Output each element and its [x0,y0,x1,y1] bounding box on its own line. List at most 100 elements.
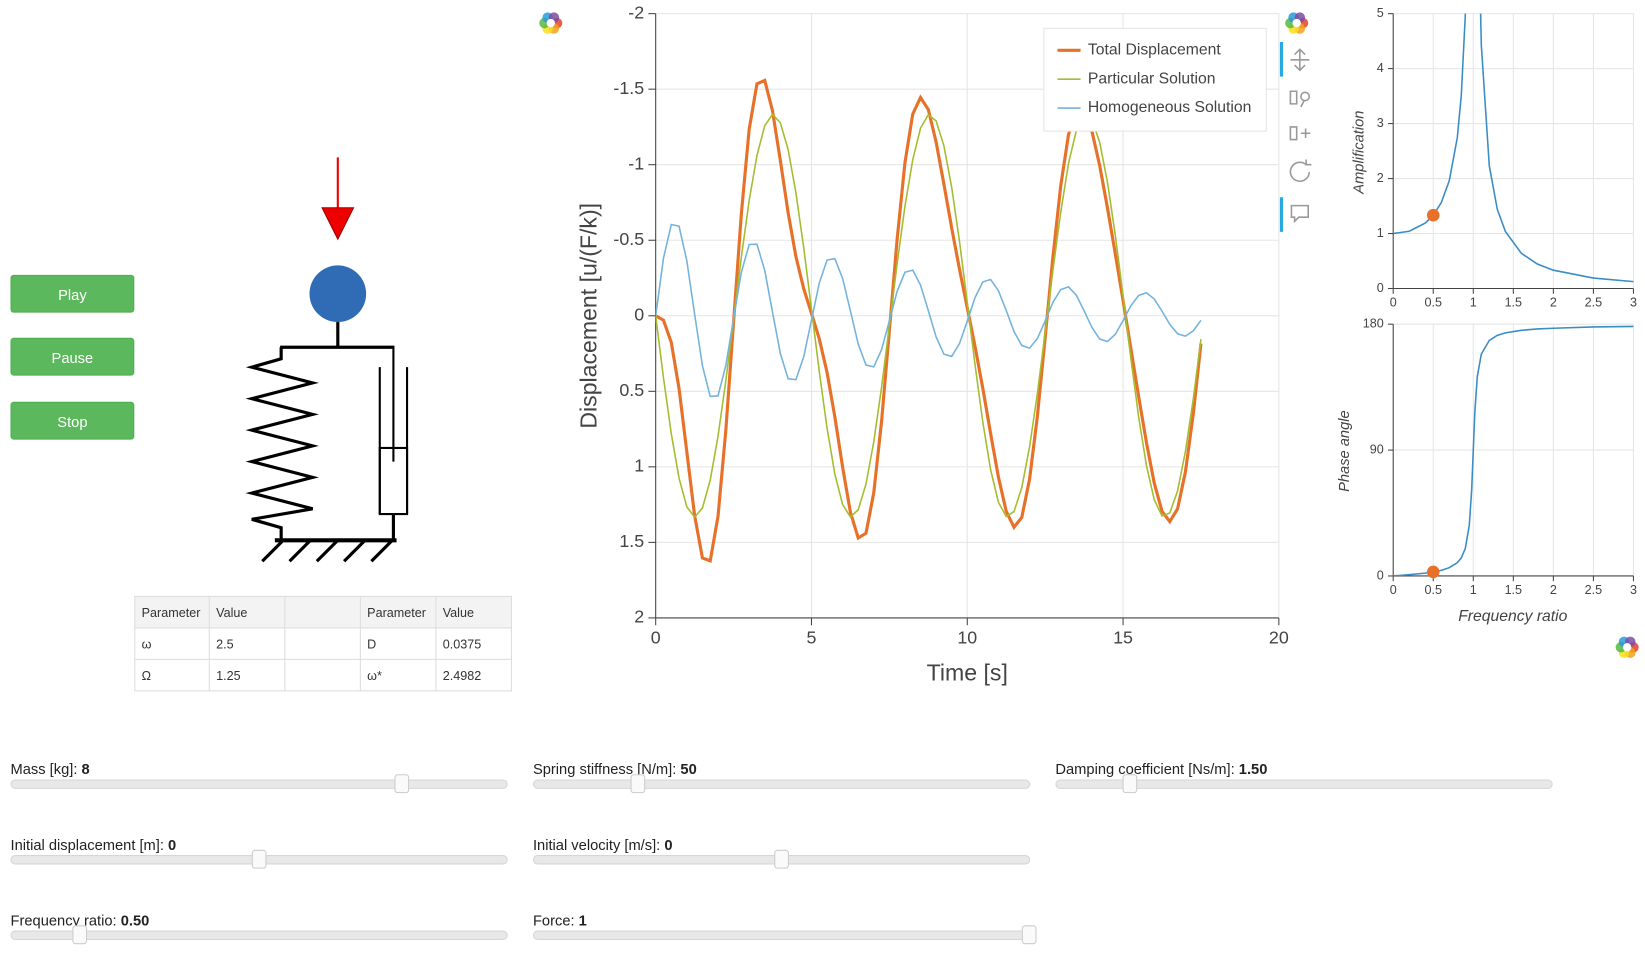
x-tick-label: 5 [807,627,817,647]
legend-box [1043,27,1267,132]
mass-spring-damper-diagram [245,157,409,563]
cell: ω [134,627,210,660]
x-tick-label: 3 [1630,583,1637,597]
y-axis-label: Phase angle [1337,410,1353,492]
cell [284,627,361,660]
y-tick-label: 4 [1377,61,1384,75]
slider: Initial displacement [m]: 0 [10,836,508,878]
slider-handle[interactable] [1021,925,1037,945]
y-tick-label: -1 [628,153,644,173]
slider-handle[interactable] [630,774,646,794]
y-tick-label: -0.5 [613,229,644,249]
bokeh-logo [1615,636,1639,658]
hover-tool[interactable] [1290,204,1310,224]
x-tick-label: 2.5 [1585,296,1602,310]
chart: 0 0.5 1 1.5 2 2.5 3 0 1 2 3 4 5 Amplification [1352,6,1637,310]
slider-handle[interactable] [1122,774,1138,794]
y-tick-label: 90 [1370,442,1384,456]
pan-tool[interactable] [1290,48,1310,72]
slider-label: Initial velocity [m/s]: [532,836,661,853]
slider-track[interactable] [532,930,1031,940]
ground-hatch [261,539,394,563]
wheel-zoom-tool[interactable] [1289,126,1311,141]
y-tick-label: 1.5 [619,531,644,551]
table-header: Parameter Value Parameter Value [134,595,512,629]
x-tick-label: 1 [1470,296,1477,310]
slider-value: 50 [680,760,697,778]
slider: Spring stiffness [N/m]: 50 [532,760,1031,803]
x-tick-label: 1.5 [1505,296,1523,310]
x-axis-label: Frequency ratio [1458,608,1567,625]
marker [1426,565,1440,579]
y-tick-label: 0 [634,304,644,324]
slider: Initial velocity [m/s]: 0 [532,836,1031,878]
slider-value: 0 [168,836,177,853]
slider-label: Mass [kg]: [10,760,78,778]
header-cell: Value [435,595,512,629]
zoom-tool[interactable] [1289,90,1311,108]
slider-label: Spring stiffness [N/m]: [532,760,677,778]
y-axis-label: Amplification [1352,111,1368,195]
slider-track[interactable] [10,930,508,940]
parameter-table: Parameter Value Parameter Value ω 2.5 D … [134,595,512,692]
slider-handle[interactable] [251,849,267,869]
mass [309,265,367,323]
cell: 2.4982 [435,658,512,692]
slider-value: 1.50 [1238,760,1268,778]
slider-track[interactable] [10,779,508,789]
x-tick-label: 2 [1550,583,1557,597]
y-tick-label: 180 [1363,317,1384,331]
series-line [655,78,1203,563]
legend-label: Total Displacement [1088,42,1221,59]
x-tick-label: 20 [1269,627,1289,647]
slider-label: Frequency ratio: [10,911,117,929]
spring [245,347,319,541]
x-tick-label: 0.5 [1424,583,1442,597]
slider-label: Damping coefficient [Ns/m]: [1055,760,1235,778]
y-tick-label: -2 [628,2,644,22]
slider-handle[interactable] [774,849,789,869]
slider-label: Initial displacement [m]: [10,836,164,853]
table-row: ω 2.5 D 0.0375 [134,627,512,660]
toolbar-active [1279,41,1284,77]
y-tick-label: 3 [1377,116,1384,130]
play-button[interactable]: Play [10,274,135,313]
cell: 2.5 [208,627,286,660]
slider-value: 0.50 [120,911,150,929]
x-tick-label: 15 [1113,627,1133,647]
slider-handle[interactable] [72,925,88,945]
cell [284,658,361,692]
slider-track[interactable] [1055,779,1553,789]
y-tick-label: 0 [1377,281,1384,295]
x-tick-label: 0 [1390,583,1397,597]
reset-tool[interactable] [1289,159,1312,182]
logo-center [1292,18,1301,28]
chart: 0 5 10 15 20 -2 -1.5 -1 -0.5 0 0.5 1 1.5 2 Time [s] Dis… [576,2,1289,685]
header-cell: Parameter [134,595,210,629]
slider: Damping coefficient [Ns/m]: 1.50 [1055,760,1553,803]
slider-value: 1 [578,911,587,929]
chart: 0 0.5 1 1.5 2 2.5 3 0 90 180 Frequency ratio Phase … [1337,317,1637,626]
toolbar-active [1279,197,1284,232]
x-tick-label: 2.5 [1585,583,1602,597]
slider-track[interactable] [532,779,1031,789]
logo-center [1622,643,1632,652]
legend: Total Displacement Particular Solution Hom… [1043,27,1267,132]
y-tick-label: 1 [1377,226,1384,240]
series-line [1393,13,1634,283]
y-axis-label: Displacement [u/(F/k)] [576,203,602,429]
pause-button[interactable]: Pause [10,337,135,376]
logo-center [546,18,555,28]
slider-handle[interactable] [394,774,410,794]
slider-value: 8 [81,760,90,778]
header-cell: Parameter [359,595,437,629]
x-tick-label: 10 [957,627,977,647]
slider: Frequency ratio: 0.50 [10,911,508,954]
slider: Force: 1 [532,911,1037,954]
bokeh-logo [539,12,563,34]
stop-button[interactable]: Stop [10,401,135,440]
x-tick-label: 3 [1630,296,1637,310]
